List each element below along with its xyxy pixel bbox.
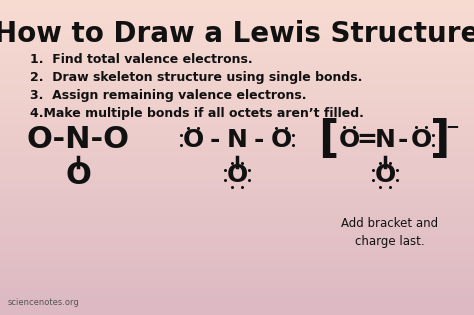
Text: -: - <box>398 128 408 152</box>
Text: 4.Make multiple bonds if all octets aren’t filled.: 4.Make multiple bonds if all octets aren… <box>30 107 364 120</box>
Text: O: O <box>65 161 91 190</box>
Text: 3.  Assign remaining valence electrons.: 3. Assign remaining valence electrons. <box>30 89 307 102</box>
Text: O-N-O: O-N-O <box>27 125 129 154</box>
Text: N: N <box>374 128 395 152</box>
Text: O: O <box>182 128 204 152</box>
Text: -: - <box>254 128 264 152</box>
Text: Add bracket and
charge last.: Add bracket and charge last. <box>341 217 438 248</box>
Text: How to Draw a Lewis Structure: How to Draw a Lewis Structure <box>0 20 474 48</box>
Text: N: N <box>227 128 247 152</box>
Text: −: − <box>445 117 459 135</box>
Text: O: O <box>410 128 432 152</box>
Text: O: O <box>270 128 292 152</box>
Text: =: = <box>356 128 377 152</box>
Text: O: O <box>227 163 247 187</box>
Text: 2.  Draw skeleton structure using single bonds.: 2. Draw skeleton structure using single … <box>30 71 363 84</box>
Text: O: O <box>338 128 360 152</box>
Text: sciencenotes.org: sciencenotes.org <box>8 298 80 307</box>
Text: O: O <box>374 163 396 187</box>
Text: 1.  Find total valence electrons.: 1. Find total valence electrons. <box>30 53 253 66</box>
Text: -: - <box>210 128 220 152</box>
Text: ]: ] <box>430 118 450 162</box>
Text: [: [ <box>318 118 338 162</box>
